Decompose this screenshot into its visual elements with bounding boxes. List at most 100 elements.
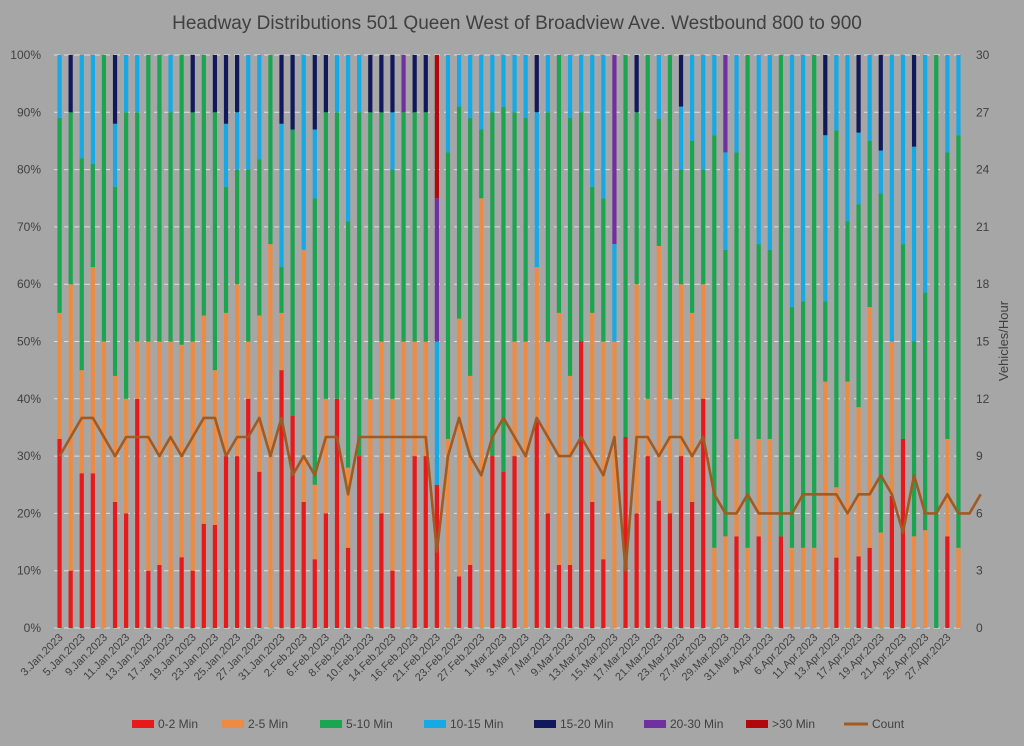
bar-segment bbox=[867, 55, 872, 141]
bar-segment bbox=[723, 55, 728, 153]
bar-segment bbox=[79, 473, 84, 628]
bar-segment bbox=[878, 150, 883, 194]
bar-segment bbox=[135, 398, 140, 628]
bar-segment bbox=[590, 55, 595, 187]
bar-segment bbox=[789, 307, 795, 548]
bar-segment bbox=[124, 112, 129, 399]
bar-segment bbox=[401, 341, 406, 628]
bar-segment bbox=[945, 438, 950, 537]
bar-segment bbox=[490, 456, 495, 628]
bar-segment bbox=[490, 55, 495, 113]
bar-segment bbox=[279, 267, 284, 313]
bar-segment bbox=[334, 398, 340, 628]
bar-segment bbox=[223, 123, 229, 187]
bar-segment bbox=[390, 169, 395, 399]
bar-segment bbox=[246, 169, 251, 342]
bar-segment bbox=[934, 55, 939, 628]
left-tick-label: 0% bbox=[24, 621, 42, 635]
legend-swatch bbox=[320, 720, 342, 728]
bar-segment bbox=[468, 118, 473, 376]
legend-swatch bbox=[424, 720, 446, 728]
bar-segment bbox=[756, 536, 761, 628]
left-axis: 0% 10% 20% 30% 40% 50% 60% 70% 80% 90% 100% bbox=[10, 48, 41, 635]
bar-segment bbox=[423, 55, 428, 113]
right-tick-label: 12 bbox=[976, 392, 990, 406]
bar-segment bbox=[856, 132, 861, 205]
bar-segment bbox=[57, 118, 62, 313]
bar-segment bbox=[956, 135, 961, 548]
bar-segment bbox=[235, 456, 240, 628]
bar-segment bbox=[867, 307, 872, 548]
bar-segment bbox=[911, 55, 917, 147]
bar-segment bbox=[79, 158, 84, 371]
bar-segment bbox=[567, 118, 573, 376]
bar-segment bbox=[179, 344, 184, 558]
bar-segment bbox=[112, 55, 118, 124]
bar-segment bbox=[301, 501, 306, 628]
bar-segment bbox=[190, 55, 195, 113]
right-tick-label: 24 bbox=[976, 163, 990, 177]
stacked-bars bbox=[57, 55, 961, 628]
bar-segment bbox=[423, 341, 428, 457]
bar-segment bbox=[279, 123, 284, 268]
bar-segment bbox=[867, 140, 872, 308]
bar-segment bbox=[856, 407, 861, 557]
bar-segment bbox=[146, 341, 151, 571]
bar-segment bbox=[68, 55, 73, 113]
bar-segment bbox=[634, 513, 639, 628]
bar-segment bbox=[745, 55, 750, 548]
bar-segment bbox=[168, 341, 173, 628]
bar-segment bbox=[179, 55, 184, 345]
legend-swatch bbox=[644, 720, 666, 728]
bar-segment bbox=[345, 467, 351, 548]
bar-segment bbox=[212, 524, 218, 628]
bar-segment bbox=[645, 398, 650, 457]
bar-segment bbox=[823, 381, 828, 628]
left-tick-label: 50% bbox=[17, 335, 41, 349]
bar-segment bbox=[723, 536, 728, 628]
count-line bbox=[58, 416, 982, 573]
bar-segment bbox=[678, 169, 684, 285]
bar-segment bbox=[345, 55, 351, 222]
bar-segment bbox=[235, 169, 240, 285]
bar-segment bbox=[512, 112, 517, 342]
bar-segment bbox=[545, 513, 550, 628]
bar-segment bbox=[434, 484, 439, 628]
bar-segment bbox=[523, 118, 528, 342]
bar-segment bbox=[778, 55, 783, 537]
bar-segment bbox=[68, 570, 73, 628]
bar-segment bbox=[634, 55, 639, 113]
bar-segment bbox=[911, 146, 917, 342]
bar-segment bbox=[701, 55, 706, 170]
bar-segment bbox=[223, 456, 229, 628]
bar-segment bbox=[68, 284, 73, 571]
bar-segment bbox=[212, 55, 218, 113]
bar-segment bbox=[223, 55, 229, 124]
bar-segment bbox=[845, 55, 850, 222]
bar-segment bbox=[479, 198, 484, 628]
bar-segment bbox=[312, 55, 317, 130]
bar-segment bbox=[656, 246, 661, 501]
right-tick-label: 18 bbox=[976, 277, 990, 291]
bar-segment bbox=[523, 341, 528, 628]
bar-segment bbox=[856, 204, 861, 408]
bar-segment bbox=[545, 112, 550, 342]
bar-segment bbox=[956, 55, 961, 136]
bar-segment bbox=[157, 341, 162, 565]
bar-segment bbox=[834, 557, 839, 628]
bar-segment bbox=[823, 301, 828, 382]
bar-segment bbox=[690, 140, 695, 313]
bar-segment bbox=[612, 55, 617, 245]
bar-segment bbox=[323, 55, 328, 113]
bar-segment bbox=[456, 106, 462, 319]
bar-segment bbox=[223, 312, 229, 457]
right-tick-label: 30 bbox=[976, 48, 990, 62]
bar-segment bbox=[911, 341, 917, 537]
right-tick-label: 6 bbox=[976, 506, 983, 520]
bar-segment bbox=[800, 301, 806, 548]
bar-segment bbox=[212, 112, 218, 371]
x-axis: 3.Jan.20235.Jan.20239.Jan.202311.Jan.202… bbox=[19, 632, 954, 684]
bar-segment bbox=[856, 55, 861, 133]
bar-segment bbox=[756, 55, 761, 245]
bar-segment bbox=[656, 118, 661, 246]
